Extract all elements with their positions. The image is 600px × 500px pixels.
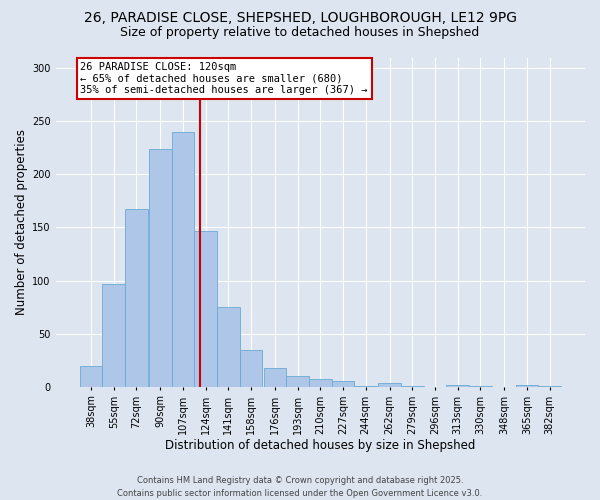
Text: Size of property relative to detached houses in Shepshed: Size of property relative to detached ho… bbox=[121, 26, 479, 39]
Bar bbox=[446, 384, 469, 387]
Bar bbox=[263, 368, 286, 387]
Bar bbox=[286, 376, 309, 387]
X-axis label: Distribution of detached houses by size in Shepshed: Distribution of detached houses by size … bbox=[165, 440, 476, 452]
Bar bbox=[194, 230, 217, 387]
Y-axis label: Number of detached properties: Number of detached properties bbox=[15, 129, 28, 315]
Bar bbox=[125, 210, 148, 387]
Bar bbox=[379, 382, 401, 387]
Bar bbox=[355, 386, 377, 387]
Bar bbox=[401, 386, 424, 387]
Bar bbox=[103, 284, 125, 387]
Bar bbox=[172, 132, 194, 387]
Bar bbox=[469, 386, 491, 387]
Bar bbox=[538, 386, 561, 387]
Bar bbox=[332, 382, 355, 387]
Bar bbox=[149, 149, 172, 387]
Bar bbox=[80, 366, 103, 387]
Text: 26 PARADISE CLOSE: 120sqm
← 65% of detached houses are smaller (680)
35% of semi: 26 PARADISE CLOSE: 120sqm ← 65% of detac… bbox=[80, 62, 368, 95]
Bar bbox=[309, 380, 332, 387]
Bar bbox=[239, 350, 262, 387]
Text: 26, PARADISE CLOSE, SHEPSHED, LOUGHBOROUGH, LE12 9PG: 26, PARADISE CLOSE, SHEPSHED, LOUGHBOROU… bbox=[83, 11, 517, 25]
Text: Contains HM Land Registry data © Crown copyright and database right 2025.
Contai: Contains HM Land Registry data © Crown c… bbox=[118, 476, 482, 498]
Bar bbox=[515, 384, 538, 387]
Bar bbox=[217, 307, 239, 387]
